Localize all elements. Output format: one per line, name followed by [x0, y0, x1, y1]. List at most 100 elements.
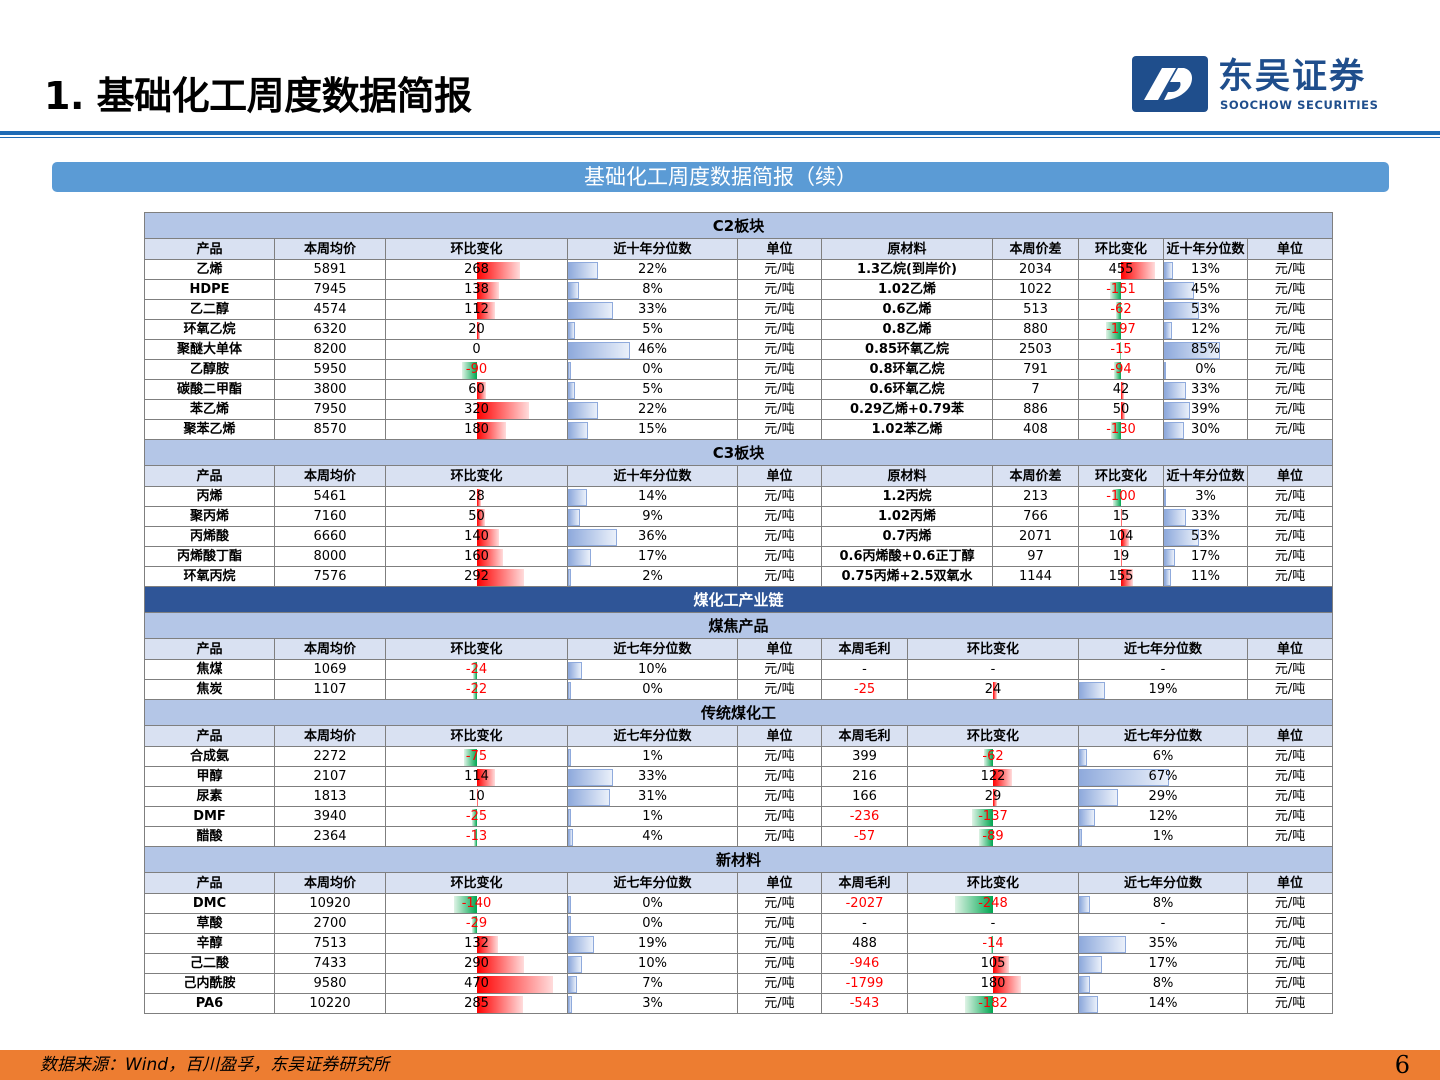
price-value: 3940: [274, 806, 386, 827]
material-formula: 1.02乙烯: [821, 279, 993, 300]
column-header: 本周均价: [274, 465, 386, 487]
percentile-value: 15%: [638, 421, 667, 437]
table-row: 合成氨 2272 -75 1% 元/吨 399 -62 6% 元/吨: [144, 746, 1334, 767]
change-cell: 140: [385, 526, 568, 547]
negative-change-bar: [472, 808, 477, 826]
percentile-bar: [1079, 895, 1090, 913]
percentile-value: -: [1160, 661, 1166, 677]
percentile-value: 19%: [1148, 681, 1178, 697]
change-cell: 320: [385, 399, 568, 420]
material-formula: 1.02丙烯: [821, 506, 993, 527]
material-formula: 0.6丙烯酸+0.6正丁醇: [821, 546, 993, 567]
percentile-value: 46%: [638, 341, 667, 357]
positive-change-bar: [476, 788, 479, 806]
negative-change-bar: [461, 361, 477, 379]
percentile-bar: [568, 528, 617, 546]
margin-value: -543: [821, 993, 908, 1014]
column-header: 产品: [144, 725, 275, 747]
percentile-value: 4%: [642, 828, 663, 844]
percentile-bar: [568, 895, 571, 913]
unit-label: 元/吨: [1246, 526, 1334, 547]
percentile-bar: [1079, 788, 1118, 806]
change-cell: 42: [1078, 379, 1164, 400]
percentile-cell: 85%: [1163, 339, 1248, 360]
section-row: C3板块: [143, 439, 1334, 466]
percentile-cell: 5%: [567, 319, 738, 340]
unit-label: 元/吨: [1246, 566, 1334, 587]
column-header: 产品: [144, 638, 275, 660]
percentile-bar: [568, 955, 582, 973]
percentile-value: 5%: [642, 321, 663, 337]
table-row: DMC 10920 -140 0% 元/吨 -2027 -248 8% 元/吨: [144, 893, 1334, 914]
percentile-cell: 2%: [567, 566, 738, 587]
positive-change-bar: [476, 488, 482, 506]
price-value: 10920: [274, 893, 386, 914]
product-name: 草酸: [144, 913, 275, 934]
change-value: 50: [468, 508, 485, 524]
change-value: 29: [984, 788, 1002, 804]
product-name: 醋酸: [144, 826, 275, 847]
percentile-cell: 1%: [567, 806, 738, 827]
unit-label: 元/吨: [1246, 826, 1334, 847]
change-value: -100: [1106, 488, 1136, 504]
change-cell: -13: [385, 826, 568, 847]
column-header: 本周价差: [992, 465, 1079, 487]
change-cell: -89: [907, 826, 1079, 847]
percentile-cell: 22%: [567, 259, 738, 280]
percentile-value: 13%: [1191, 261, 1220, 277]
change-value: 122: [980, 768, 1006, 784]
spread-value: 7: [992, 379, 1079, 400]
data-table: C2板块 产品 本周均价 环比变化 近十年分位数 单位 原材料 本周价差 环比变化 近十年分位数单…: [143, 212, 1334, 1014]
product-name: 聚苯乙烯: [144, 419, 275, 440]
positive-change-bar: [1121, 508, 1123, 526]
spread-value: 213: [992, 486, 1079, 507]
table-row: 丙烯酸 6660 140 36% 元/吨 0.7丙烯 2071 104 53% 元/吨: [144, 526, 1334, 547]
percentile-value: 33%: [1191, 508, 1220, 524]
percentile-cell: 45%: [1163, 279, 1248, 300]
price-value: 1107: [274, 679, 386, 700]
margin-value: -1799: [821, 973, 908, 994]
change-value: -94: [1110, 361, 1132, 377]
column-header: 单位: [1246, 238, 1334, 260]
negative-change-bar: [972, 808, 993, 826]
table-row: 己二酸 7433 290 10% 元/吨 -946 105 17% 元/吨: [144, 953, 1334, 974]
percentile-value: 67%: [1148, 768, 1178, 784]
change-cell: 24: [907, 679, 1079, 700]
table-row: 碳酸二甲酯 3800 60 5% 元/吨 0.6环氧乙烷 7 42 33% 元/吨: [144, 379, 1334, 400]
change-cell: 112: [385, 299, 568, 320]
unit-label: 元/吨: [737, 419, 822, 440]
header-rule-thin: [0, 137, 1440, 138]
price-value: 6660: [274, 526, 386, 547]
product-name: 聚丙烯: [144, 506, 275, 527]
brand-name-cn: 东吴证券: [1218, 57, 1367, 97]
unit-label: 元/吨: [1246, 973, 1334, 994]
percentile-bar: [568, 768, 613, 786]
unit-label: 元/吨: [1246, 933, 1334, 954]
percentile-cell: 15%: [567, 419, 738, 440]
percentile-value: 1%: [642, 748, 663, 764]
change-cell: -90: [385, 359, 568, 380]
header-row: 产品 本周均价 环比变化 近七年分位数 单位 本周毛利 环比变化 近七年分位数 单位: [144, 638, 1334, 660]
spread-value: 513: [992, 299, 1079, 320]
spread-value: 97: [992, 546, 1079, 567]
change-value: -15: [1110, 341, 1132, 357]
positive-change-bar: [476, 321, 480, 339]
column-header: 近七年分位数: [1078, 725, 1248, 747]
table-row: 醋酸 2364 -13 4% 元/吨 -57 -89 1% 元/吨: [144, 826, 1334, 847]
footer-bar: 数据来源：Wind，百川盈孚，东吴证券研究所 6: [0, 1050, 1440, 1080]
change-value: 138: [464, 281, 489, 297]
unit-label: 元/吨: [737, 506, 822, 527]
spread-value: 408: [992, 419, 1079, 440]
change-value: 28: [468, 488, 485, 504]
product-name: 丙烯酸: [144, 526, 275, 547]
price-value: 5461: [274, 486, 386, 507]
column-header: 近十年分位数: [1163, 238, 1248, 260]
negative-change-bar: [453, 895, 477, 913]
percentile-cell: 8%: [1078, 973, 1248, 994]
table-row: 聚醚大单体 8200 0 46% 元/吨 0.85环氧乙烷 2503 -15 85% 元/吨: [144, 339, 1334, 360]
change-value: 42: [1112, 381, 1130, 397]
change-value: -140: [461, 895, 492, 911]
change-cell: 50: [1078, 399, 1164, 420]
change-value: -90: [465, 361, 488, 377]
percentile-value: 45%: [1191, 281, 1220, 297]
